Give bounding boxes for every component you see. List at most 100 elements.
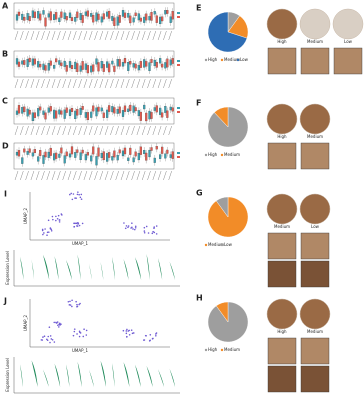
box [33,11,37,18]
box [159,107,162,115]
panel-letter: G [196,189,203,198]
box [65,107,68,113]
box [21,107,24,114]
pie-slice [207,11,248,53]
box [58,109,61,115]
box [42,63,45,70]
cell-dot [68,304,71,306]
box [139,61,142,68]
x-label-stub [131,170,135,181]
box [37,156,40,162]
box [107,10,111,19]
box [54,58,58,63]
box [164,10,167,15]
box [171,151,174,159]
x-label-stub [83,78,88,89]
legend-label: Medium [224,57,240,62]
violin [146,254,150,280]
box [76,63,79,72]
box [166,10,169,14]
tissue-core [266,103,298,135]
box [23,106,26,113]
cell-dot [130,329,133,331]
image-label: High [277,39,287,44]
x-label-stub [46,170,51,181]
legend-swatch [177,60,180,62]
box [95,107,98,117]
cell-dot [76,303,78,306]
box [139,17,142,22]
x-label-stub [83,170,88,181]
x-label-stub [67,78,72,89]
cell-dot [78,335,81,338]
box [63,12,66,20]
box [143,104,146,110]
x-label-stub [126,30,130,41]
cell-dot [144,334,147,337]
box [37,108,40,117]
cell-dot [53,341,56,343]
violin [77,254,81,280]
axis-label: UMAP_2 [23,315,28,332]
legend-label: High [208,347,218,352]
box [44,151,47,158]
box [23,16,26,21]
x-label-stub [41,125,45,136]
box [97,13,100,20]
box [86,10,90,17]
box [58,60,61,65]
box [47,107,50,113]
box [31,10,34,18]
legend-dot [220,348,224,352]
box [153,59,156,67]
box [26,13,29,20]
x-label-stub [99,125,104,136]
box [121,110,125,117]
box [84,63,88,70]
box [60,11,63,18]
x-label-stub [141,125,146,136]
box [15,110,19,115]
x-label-stub [88,170,93,181]
cell-dot [79,196,82,199]
box [161,16,164,22]
violin [66,364,70,387]
violin [100,261,104,280]
x-label-stub [62,170,66,181]
cell-dot [155,233,158,235]
box [134,12,137,17]
box [26,151,29,155]
x-label-stub [126,78,130,89]
x-label-stub [147,170,151,181]
x-label-stub [115,170,119,181]
box [118,149,121,154]
box [26,58,29,67]
box [159,154,162,159]
box [155,105,158,113]
cell-dot [145,225,148,228]
plot-frame [13,142,175,170]
panel-letter: A [2,2,9,11]
x-label-stub [62,78,66,89]
box [70,17,74,21]
cell-dot [134,226,137,229]
x-label-stub [99,170,104,181]
x-label-stub [83,30,88,41]
legend-swatch [177,107,180,109]
box [121,150,125,157]
legend-swatch [177,152,180,154]
box [31,58,34,66]
cell-dot [41,228,44,231]
x-label-stub [94,170,98,181]
violin [54,363,61,387]
zoom-view [300,337,330,365]
cell-dot [79,302,81,305]
cell-dot [82,335,85,338]
tissue-core [266,298,298,330]
box [155,15,158,23]
box [95,58,98,65]
axis-label: Expression Level [5,358,10,392]
x-label-stub [147,78,151,89]
legend-swatch [177,64,180,66]
x-label-stub [168,170,172,181]
